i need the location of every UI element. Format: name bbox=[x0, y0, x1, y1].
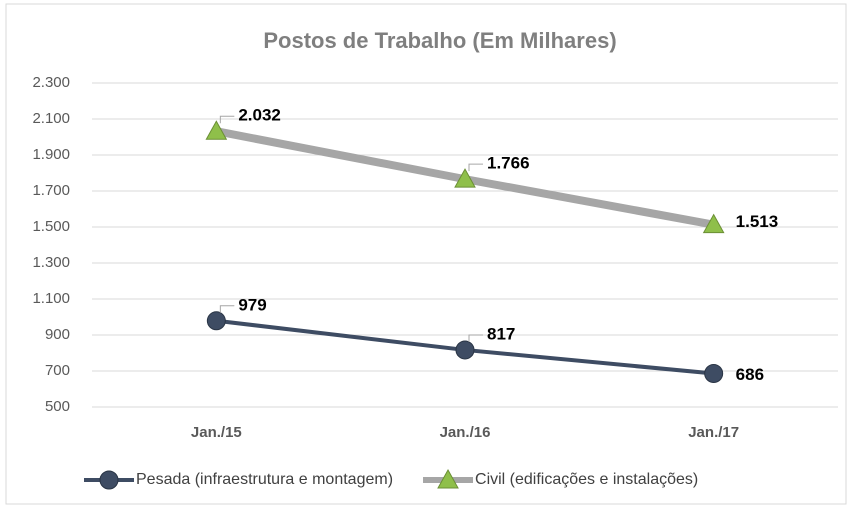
x-tick-label: Jan./15 bbox=[191, 424, 242, 441]
data-label: 1.513 bbox=[736, 212, 779, 231]
legend-label: Civil (edificações e instalações) bbox=[475, 471, 698, 488]
data-point bbox=[455, 340, 475, 360]
y-tick-label: 1.700 bbox=[32, 182, 70, 199]
x-tick-label: Jan./16 bbox=[440, 424, 491, 441]
y-tick-label: 1.500 bbox=[32, 218, 70, 235]
y-tick-label: 1.300 bbox=[32, 254, 70, 271]
chart-title: Postos de Trabalho (Em Milhares) bbox=[263, 28, 616, 53]
data-point bbox=[454, 168, 476, 188]
y-tick-label: 900 bbox=[45, 326, 70, 343]
y-tick-label: 500 bbox=[45, 398, 70, 415]
label-leader bbox=[468, 334, 483, 342]
legend-marker bbox=[99, 470, 119, 490]
y-tick-label: 2.300 bbox=[32, 74, 70, 91]
legend-label: Pesada (infraestrutura e montagem) bbox=[136, 471, 393, 488]
data-point bbox=[205, 120, 228, 140]
label-leader bbox=[468, 163, 483, 172]
data-label: 686 bbox=[736, 365, 764, 384]
data-label: 2.032 bbox=[238, 106, 281, 125]
x-tick-label: Jan./17 bbox=[688, 424, 739, 441]
legend-marker bbox=[437, 468, 459, 489]
label-leader bbox=[219, 305, 235, 313]
label-leader bbox=[219, 115, 235, 124]
y-tick-label: 700 bbox=[45, 362, 70, 379]
y-tick-label: 1.100 bbox=[32, 290, 70, 307]
y-tick-label: 2.100 bbox=[32, 110, 70, 127]
data-point bbox=[702, 213, 725, 234]
data-label: 817 bbox=[487, 324, 515, 343]
data-point bbox=[206, 311, 226, 331]
data-label: 979 bbox=[238, 295, 266, 314]
chart-border bbox=[5, 3, 847, 505]
y-tick-label: 1.900 bbox=[32, 146, 70, 163]
data-label: 1.766 bbox=[487, 154, 530, 173]
data-point bbox=[704, 364, 724, 384]
